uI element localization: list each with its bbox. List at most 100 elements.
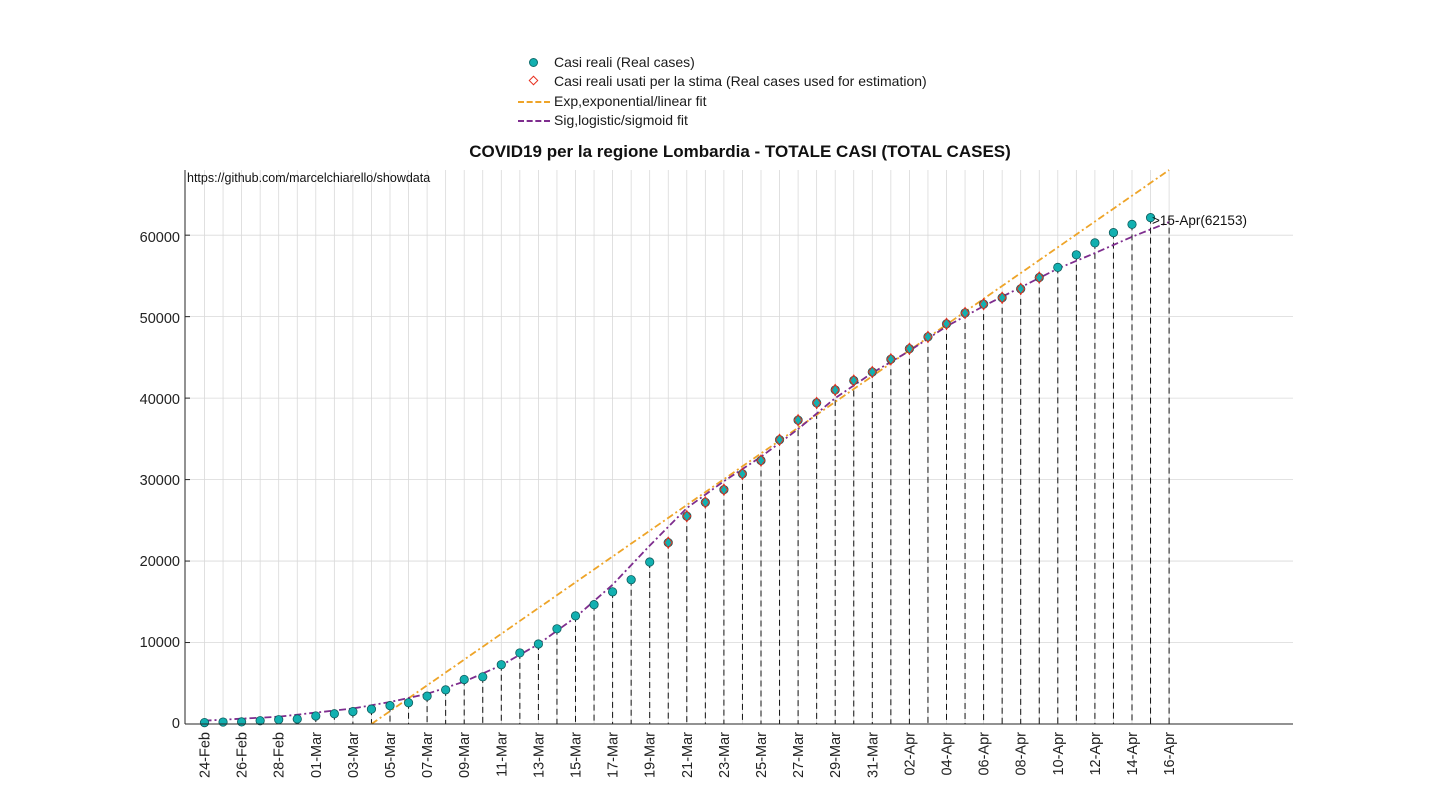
real-case-point bbox=[385, 701, 395, 711]
estimation-point bbox=[1016, 282, 1026, 296]
real-case-point bbox=[607, 587, 618, 597]
real-case-point bbox=[960, 308, 970, 318]
x-tick-label: 04-Apr bbox=[940, 732, 956, 776]
x-tick-label: 01-Mar bbox=[309, 732, 325, 778]
x-tick-label: 12-Apr bbox=[1088, 732, 1104, 776]
x-tick-label: 05-Mar bbox=[383, 732, 399, 778]
x-tick-label: 13-Mar bbox=[531, 732, 547, 778]
real-case-point bbox=[941, 319, 952, 329]
x-tick-label: 07-Mar bbox=[420, 732, 436, 778]
x-tick-labels: 24-Feb 26-Feb 28-Feb 01-Mar 03-Mar 05-Mar 07-M… bbox=[198, 732, 1179, 778]
real-case-point bbox=[1016, 284, 1026, 294]
estimation-point bbox=[942, 317, 951, 331]
real-case-point bbox=[441, 685, 451, 695]
real-case-point bbox=[626, 575, 636, 585]
x-tick-label: 03-Mar bbox=[346, 732, 362, 778]
real-case-point bbox=[348, 707, 358, 717]
x-tick-label: 11-Mar bbox=[494, 732, 510, 777]
real-case-point bbox=[830, 385, 840, 395]
real-case-point bbox=[515, 648, 525, 658]
real-case-point bbox=[496, 660, 506, 670]
estimation-point bbox=[979, 297, 989, 311]
estimation-point bbox=[886, 352, 896, 366]
legend-item-estimation-cases: Casi reali usati per la stima (Real case… bbox=[516, 72, 966, 92]
real-case-point bbox=[867, 367, 877, 377]
chart-title: COVID19 per la regione Lombardia - TOTAL… bbox=[469, 142, 1011, 161]
x-tick-label: 26-Feb bbox=[235, 732, 251, 778]
last-value-annotation: >15-Apr(62153) bbox=[1152, 213, 1247, 228]
real-case-point bbox=[645, 557, 655, 567]
estimation-point bbox=[756, 454, 766, 467]
legend-item-sig-fit: Sig,logistic/sigmoid fit bbox=[516, 111, 966, 131]
x-tick-label: 02-Apr bbox=[902, 732, 918, 776]
real-case-point bbox=[237, 717, 247, 727]
x-tick-label: 29-Mar bbox=[828, 732, 844, 778]
sig-fit-line-icon bbox=[516, 114, 550, 126]
axes bbox=[184, 170, 1293, 725]
real-case-point bbox=[663, 538, 673, 548]
real-case-point bbox=[274, 715, 284, 725]
real-case-point bbox=[478, 672, 488, 682]
real-case-point bbox=[700, 497, 710, 507]
real-case-point bbox=[1071, 250, 1081, 260]
legend-label: Sig,logistic/sigmoid fit bbox=[554, 112, 688, 129]
legend-label: Casi reali (Real cases) bbox=[554, 53, 695, 70]
x-tick-label: 16-Apr bbox=[1162, 732, 1178, 776]
real-case-point bbox=[552, 624, 562, 634]
estimation-point bbox=[775, 433, 785, 447]
real-case-point bbox=[886, 354, 896, 364]
real-case-point bbox=[923, 332, 933, 342]
estimation-point bbox=[812, 396, 822, 410]
real-case-point bbox=[997, 293, 1007, 303]
real-case-point bbox=[904, 344, 915, 354]
x-tick-label: 21-Mar bbox=[680, 732, 696, 778]
real-case-point bbox=[1034, 272, 1044, 283]
y-tick-label: 30000 bbox=[139, 473, 180, 489]
x-tick-label: 15-Mar bbox=[569, 732, 585, 778]
real-case-point bbox=[199, 717, 210, 728]
real-case-point bbox=[329, 709, 339, 719]
x-tick-label: 31-Mar bbox=[865, 732, 881, 778]
real-case-point bbox=[737, 469, 748, 479]
dropped-lines bbox=[296, 217, 1170, 724]
real-case-point bbox=[719, 485, 729, 495]
y-tick-label: 20000 bbox=[139, 554, 180, 570]
real-case-point bbox=[589, 600, 599, 610]
real-case-point bbox=[812, 398, 822, 408]
real-cases-marker-icon bbox=[516, 56, 550, 68]
estimation-point bbox=[904, 342, 914, 356]
real-case-point bbox=[756, 455, 766, 466]
legend-item-exp-fit: Exp,exponential/linear fit bbox=[516, 91, 966, 111]
real-case-point bbox=[459, 674, 469, 685]
real-case-point bbox=[422, 691, 432, 701]
legend: Casi reali (Real cases) Casi reali usati… bbox=[516, 52, 966, 130]
estimation-point bbox=[867, 365, 877, 379]
real-case-point bbox=[793, 415, 803, 425]
x-tick-label: 09-Mar bbox=[457, 732, 473, 778]
estimation-point bbox=[719, 483, 729, 497]
estimation-point bbox=[960, 306, 970, 320]
real-case-point bbox=[311, 711, 321, 721]
legend-item-real-cases: Casi reali (Real cases) bbox=[516, 52, 966, 72]
real-case-point bbox=[1053, 262, 1063, 272]
estimation-point bbox=[997, 291, 1007, 305]
real-case-point bbox=[1127, 219, 1137, 229]
y-tick-label: 40000 bbox=[139, 392, 180, 408]
data-points bbox=[199, 213, 1156, 728]
x-tick-label: 19-Mar bbox=[643, 732, 659, 778]
real-case-point bbox=[218, 717, 228, 727]
estimation-point bbox=[663, 536, 673, 549]
real-case-point bbox=[570, 611, 581, 621]
x-tick-label: 28-Feb bbox=[272, 732, 288, 778]
real-case-point bbox=[366, 704, 377, 714]
estimation-point bbox=[1034, 271, 1044, 284]
x-tick-label: 25-Mar bbox=[754, 732, 770, 778]
x-tick-label: 23-Mar bbox=[717, 732, 733, 778]
estimation-point bbox=[793, 413, 803, 427]
grid bbox=[185, 170, 1293, 725]
x-tick-label: 14-Apr bbox=[1125, 732, 1141, 776]
estimation-point bbox=[923, 330, 933, 344]
y-tick-label: 60000 bbox=[139, 230, 180, 246]
real-case-point bbox=[533, 639, 544, 649]
